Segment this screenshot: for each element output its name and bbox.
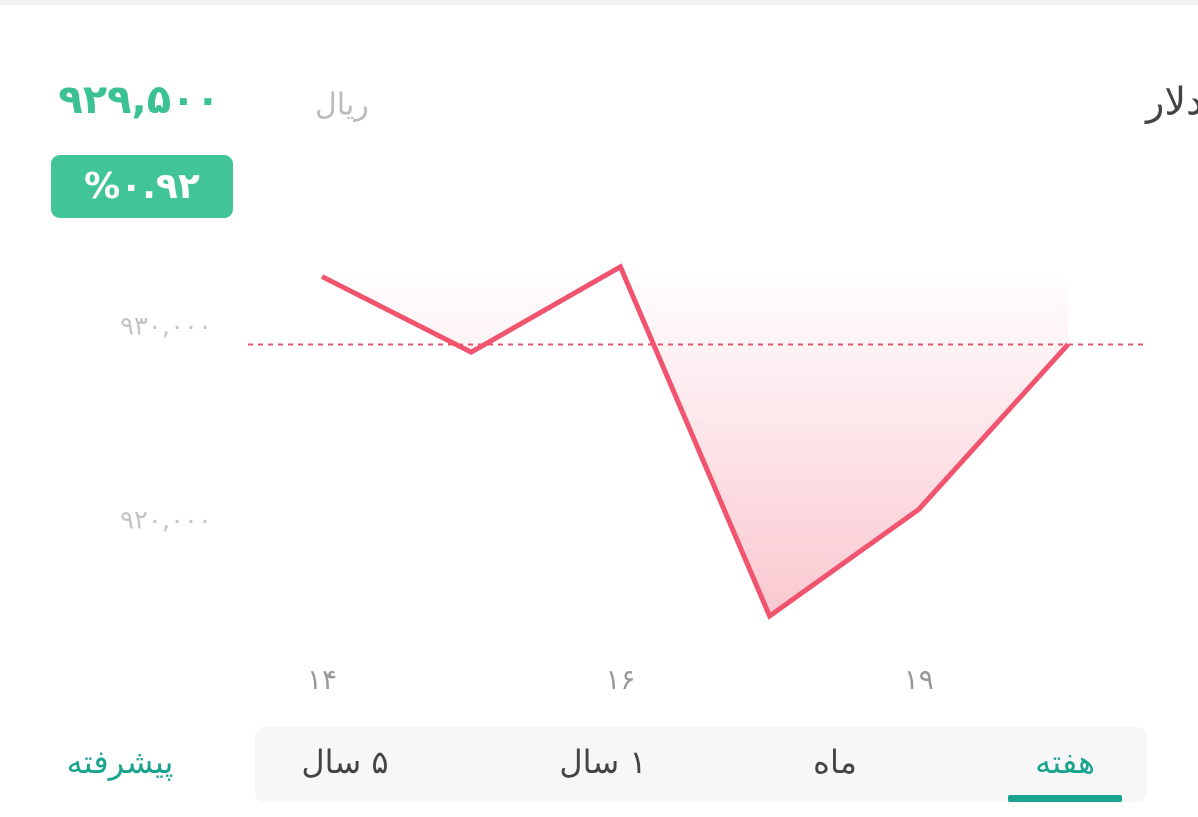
- change-text: %۰.۹۲: [84, 166, 200, 207]
- advanced-link[interactable]: پیشرفته: [67, 743, 174, 781]
- tab[interactable]: ۵ سال: [301, 743, 388, 781]
- tab[interactable]: ۱ سال: [559, 743, 646, 781]
- change-badge: [51, 155, 233, 218]
- tabs: هفته ماه ۱ سال ۵ سال: [301, 743, 1122, 802]
- tab[interactable]: ماه: [813, 743, 857, 781]
- y-tick-label: ۹۲۰,۰۰۰: [120, 506, 212, 536]
- price-line: [320, 263, 1070, 620]
- top-bar: [0, 0, 1198, 5]
- tab-indicator: [1008, 795, 1122, 802]
- price: ۹۲۹,۵۰۰: [58, 77, 220, 123]
- tab-bar: [255, 727, 1147, 802]
- unit: ریال: [315, 88, 369, 123]
- tab[interactable]: هفته: [1035, 743, 1095, 781]
- chart: ۹۲۰,۰۰۰ ۹۳۰,۰۰۰ ۱۴ ۱۶ ۱۹: [120, 263, 1146, 696]
- x-tick-label: ۱۴: [307, 663, 337, 696]
- x-tick-label: ۱۶: [605, 663, 635, 696]
- title: دلار: [1144, 80, 1198, 124]
- y-tick-label: ۹۳۰,۰۰۰: [120, 312, 212, 342]
- x-tick-label: ۱۹: [904, 663, 934, 696]
